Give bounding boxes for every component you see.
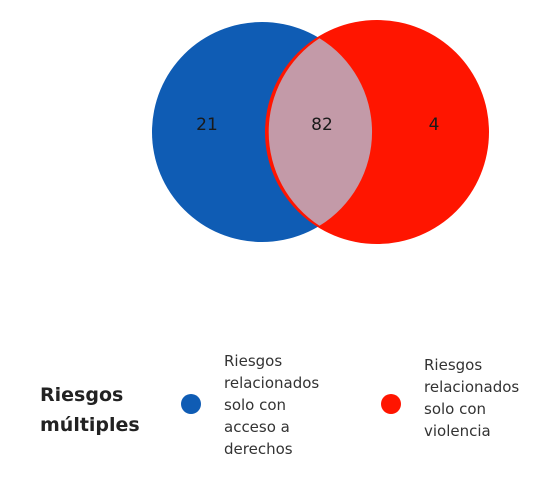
- legend-title-line2: múltiples: [40, 414, 140, 436]
- intersection-region: [268, 38, 373, 226]
- venn-diagram: 21 82 4: [152, 20, 489, 244]
- legend-dot-acceso-derechos: [181, 394, 201, 414]
- count-right-only: 4: [429, 115, 440, 135]
- legend-label-violencia: Riesgos relacionados solo con violencia: [424, 354, 519, 442]
- legend-item1-line: acceso a: [224, 418, 290, 436]
- legend-item1-line: solo con: [224, 396, 287, 414]
- legend-item1-line: relacionados: [224, 374, 320, 392]
- legend-item2-line: Riesgos: [424, 356, 483, 374]
- legend-item1-line: derechos: [224, 440, 293, 458]
- legend-item2-line: relacionados: [424, 378, 520, 396]
- count-intersection: 82: [311, 115, 333, 135]
- legend-item1-line: Riesgos: [224, 352, 283, 370]
- legend-item2-line: violencia: [424, 422, 491, 440]
- legend-item2-line: solo con: [424, 400, 487, 418]
- legend-title: Riesgos múltiples: [40, 380, 160, 440]
- legend-title-line1: Riesgos: [40, 384, 124, 406]
- legend-dot-violencia: [381, 394, 401, 414]
- count-left-only: 21: [196, 115, 218, 135]
- legend-label-acceso-derechos: Riesgos relacionados solo con acceso a d…: [224, 350, 319, 460]
